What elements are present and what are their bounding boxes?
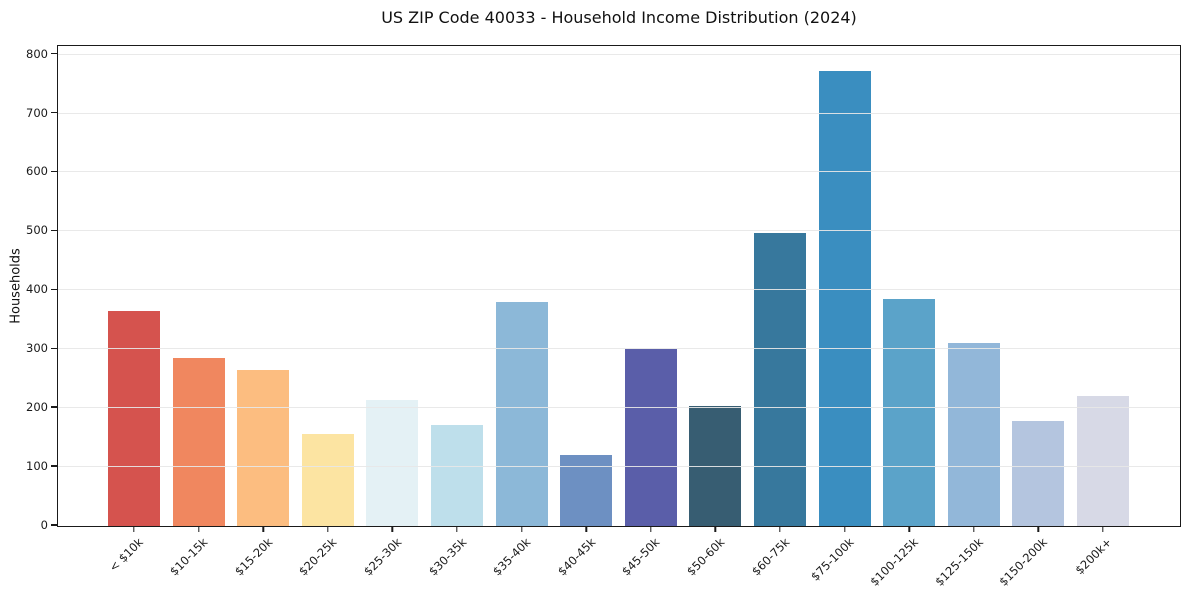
- x-tick-mark: [714, 526, 717, 532]
- x-tick-label: $20-25k: [296, 535, 340, 579]
- bar-45-50k: [624, 349, 677, 526]
- y-tick-label: 800: [26, 46, 48, 61]
- bar-25-30k: [366, 399, 419, 526]
- chart-title: US ZIP Code 40033 - Household Income Dis…: [381, 8, 857, 27]
- y-tick-mark: [50, 406, 57, 408]
- x-tick-label: $45-50k: [619, 535, 663, 579]
- bar-15-20k: [237, 370, 290, 526]
- y-tick-label: 700: [26, 105, 48, 120]
- x-tick-label: $30-35k: [425, 535, 469, 579]
- bar-125-150k: [947, 342, 1000, 526]
- bar-75-100k: [818, 70, 871, 526]
- x-tick-label: $100-125k: [867, 535, 922, 589]
- bar-35-40k: [495, 302, 548, 526]
- bar-30-35k: [431, 424, 483, 526]
- x-tick-label: $25-30k: [360, 535, 405, 579]
- bar-40-45k: [560, 454, 613, 526]
- bar-50-60k: [689, 406, 742, 526]
- y-tick-mark: [50, 347, 57, 349]
- x-tick-mark: [391, 526, 394, 532]
- y-tick-label: 200: [26, 400, 48, 415]
- x-tick-mark: [327, 526, 329, 532]
- gridline: [58, 53, 1180, 55]
- y-axis-label: Households: [8, 248, 24, 324]
- x-tick-label: $40-45k: [554, 535, 599, 579]
- bar-10-15k: [172, 358, 225, 526]
- x-tick-mark: [197, 526, 200, 532]
- x-tick-mark: [585, 526, 587, 532]
- y-tick-label: 600: [26, 164, 48, 179]
- y-tick-label: 400: [26, 282, 48, 297]
- y-tick-label: 300: [26, 341, 48, 356]
- x-tick-mark: [973, 526, 975, 532]
- gridline: [58, 348, 1180, 350]
- x-tick-mark: [262, 526, 264, 532]
- bar-60-75k: [754, 233, 806, 526]
- x-tick-mark: [908, 526, 910, 532]
- gridline: [58, 112, 1180, 114]
- y-tick-mark: [50, 111, 57, 114]
- x-tick-label: $125-150k: [931, 535, 986, 589]
- x-tick-label: $10-15k: [167, 535, 211, 579]
- bar-150-200k: [1012, 420, 1065, 526]
- x-tick-label: $15-20k: [231, 535, 276, 579]
- plot-area: < $10k $10-15k $15-20k $20-25k $25-30k $30-35…: [26, 45, 1181, 589]
- gridline: [58, 230, 1180, 232]
- bar-10k: [108, 310, 160, 526]
- x-tick-label: $50-60k: [683, 535, 728, 579]
- x-tick-label: $60-75k: [748, 535, 792, 579]
- y-tick-mark: [50, 52, 57, 55]
- y-tick-mark: [50, 170, 57, 173]
- x-tick-mark: [650, 526, 652, 532]
- y-tick-mark: [50, 229, 57, 232]
- x-tick-mark: [520, 526, 523, 532]
- y-tick-mark: [50, 524, 57, 526]
- gridline: [58, 289, 1180, 291]
- bar-200k: [1077, 396, 1129, 526]
- y-tick-mark: [50, 465, 57, 467]
- x-tick-label: $150-200k: [996, 535, 1051, 589]
- x-tick-mark: [779, 526, 781, 532]
- y-tick-mark: [50, 288, 57, 291]
- y-tick-label: 100: [26, 459, 48, 474]
- bar-20-25k: [301, 434, 354, 526]
- bar-100-125k: [883, 298, 936, 526]
- x-tick-mark: [133, 526, 135, 532]
- x-tick-label: $200k+: [1072, 535, 1115, 578]
- x-tick-label: $75-100k: [807, 535, 857, 584]
- x-tick-mark: [1037, 526, 1040, 532]
- x-tick-mark: [843, 526, 846, 532]
- x-tick-mark: [1102, 526, 1104, 532]
- gridline: [58, 407, 1180, 409]
- x-tick-mark: [456, 526, 458, 532]
- gridline: [58, 171, 1180, 173]
- y-tick-label: 0: [40, 518, 48, 532]
- x-tick-label: $35-40k: [490, 535, 534, 579]
- x-tick-label: < $10k: [106, 535, 146, 575]
- y-tick-label: 500: [26, 223, 48, 238]
